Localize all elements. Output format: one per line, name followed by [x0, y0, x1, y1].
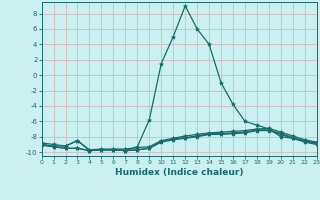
X-axis label: Humidex (Indice chaleur): Humidex (Indice chaleur) [115, 168, 244, 177]
